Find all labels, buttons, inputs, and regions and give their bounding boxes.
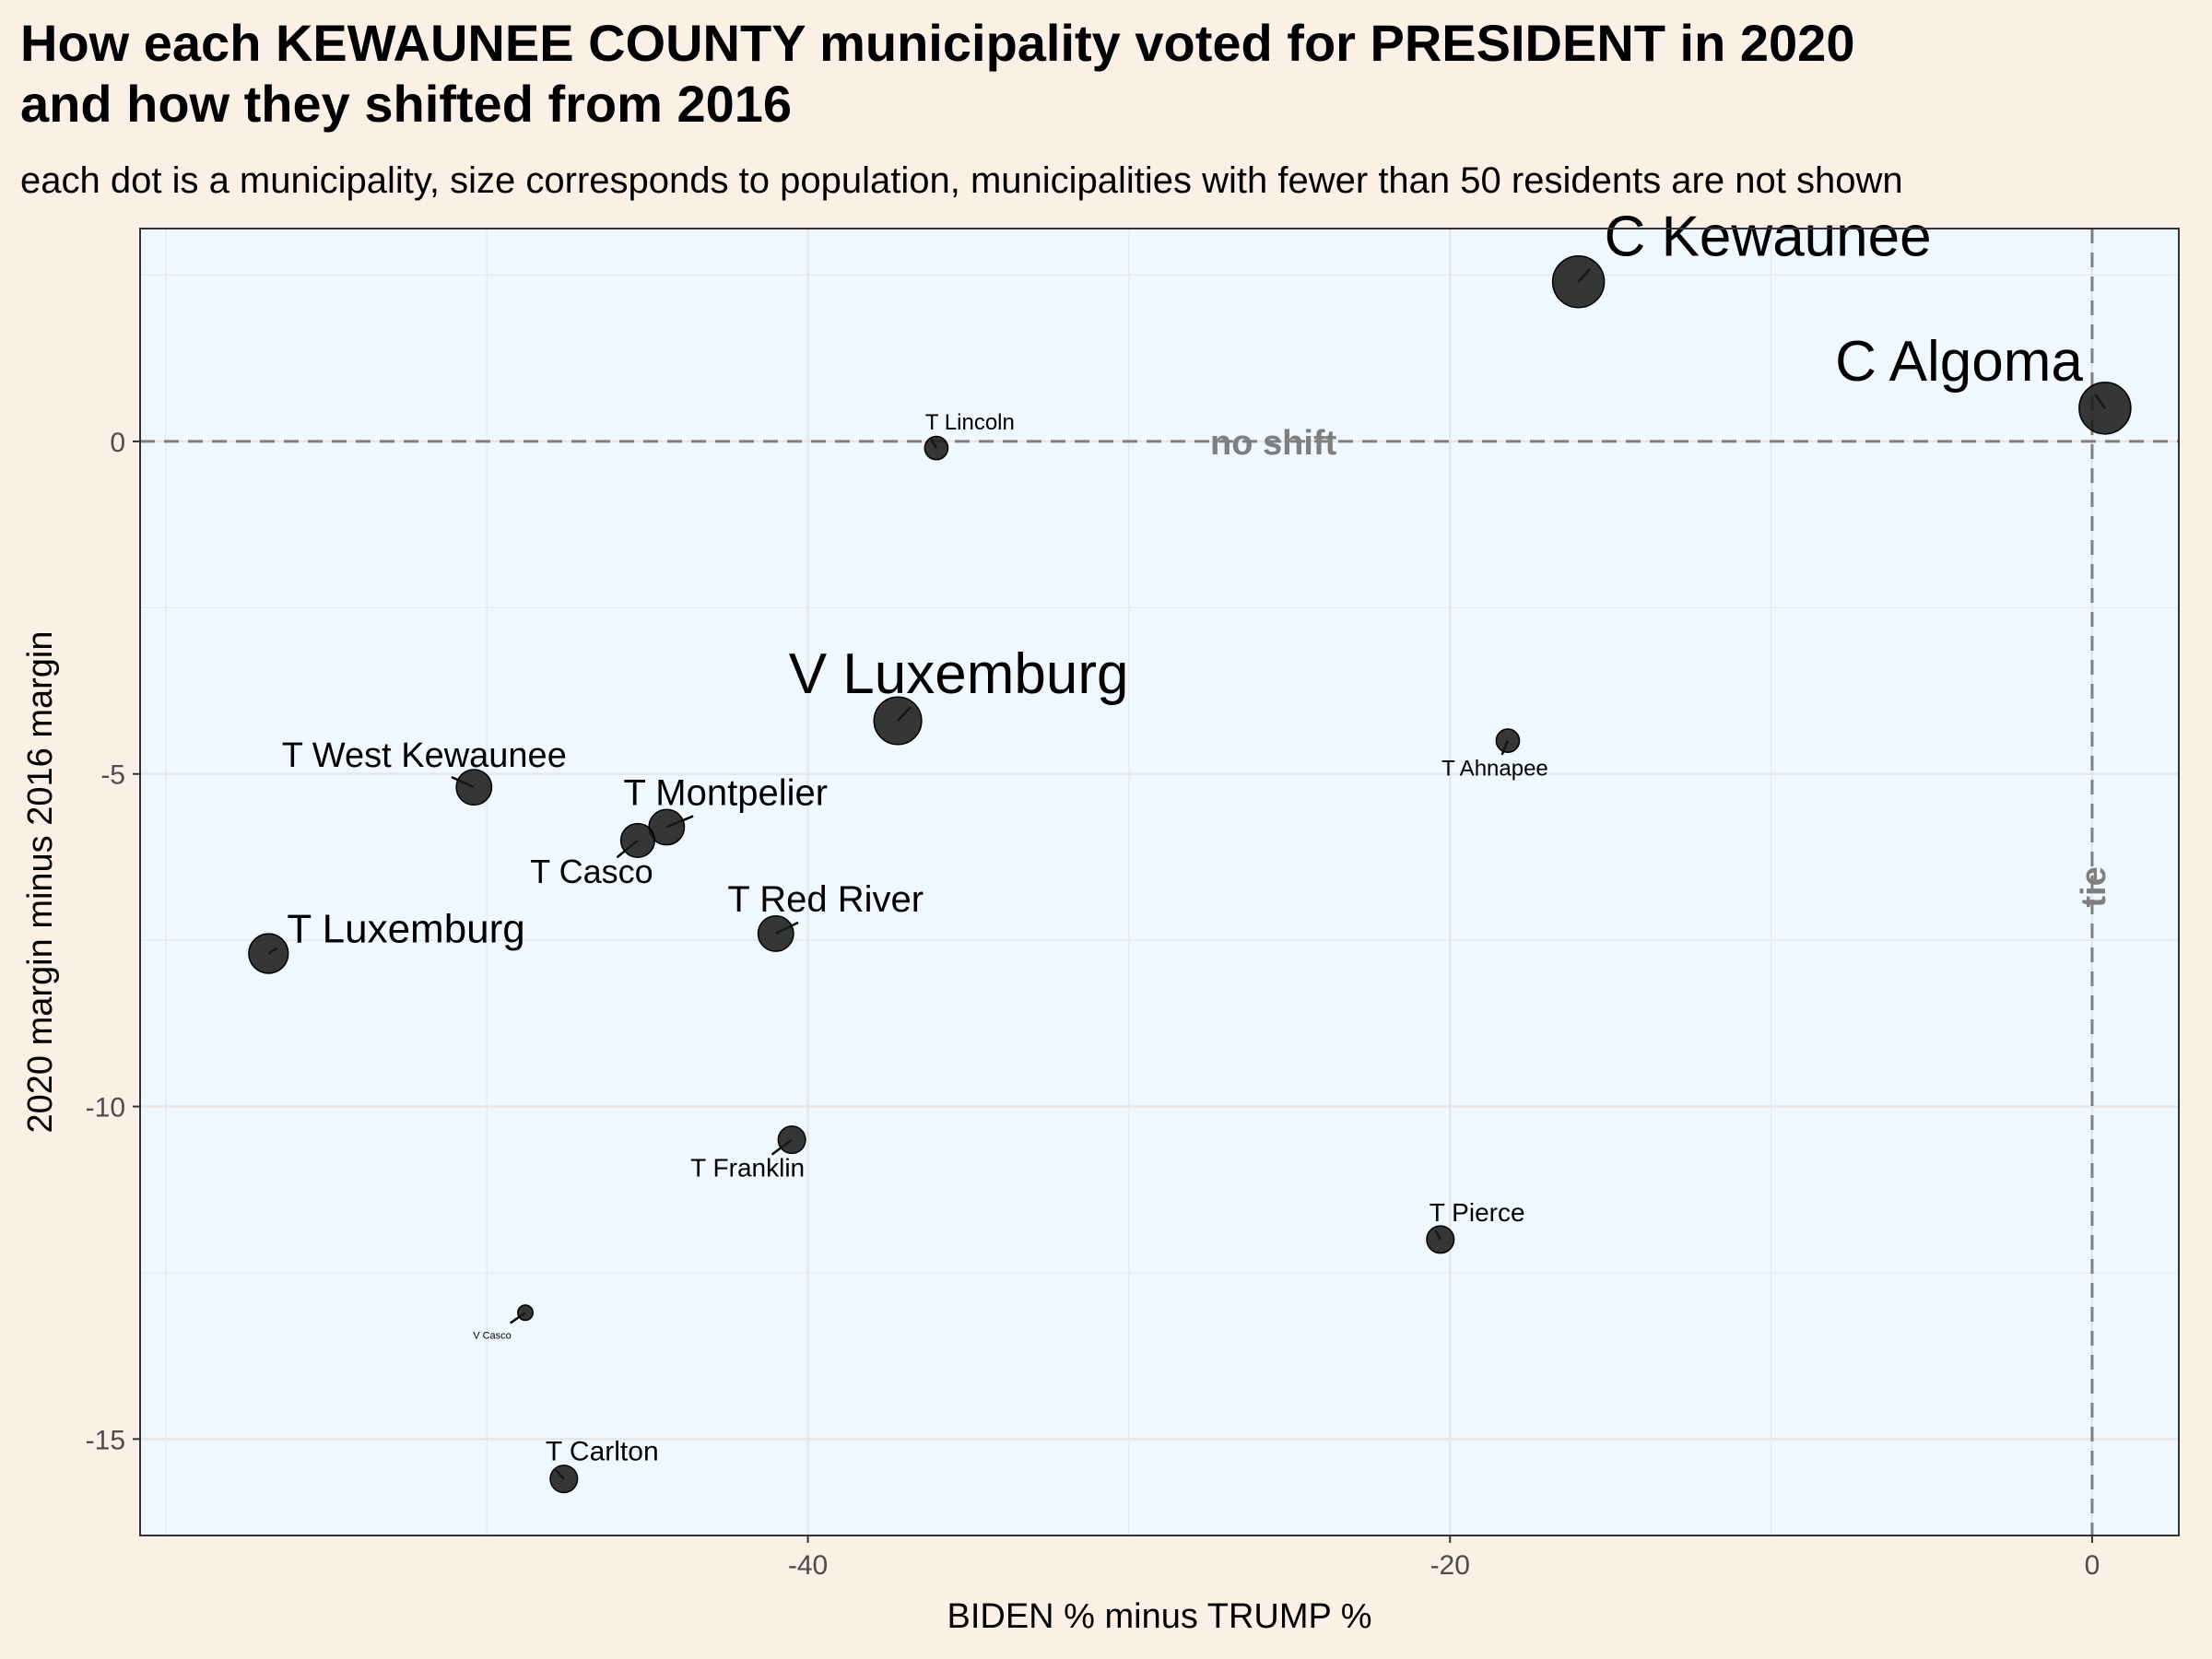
y-axis-title: 2020 margin minus 2016 margin bbox=[21, 631, 60, 1134]
point-t-carlton bbox=[549, 1465, 579, 1494]
point-v-casco bbox=[517, 1304, 534, 1322]
point-label-t-west-kewaunee: T West Kewaunee bbox=[282, 736, 567, 775]
no-shift-label: no shift bbox=[1210, 424, 1337, 463]
tie-label: tie bbox=[2075, 866, 2113, 907]
point-t-luxemburg bbox=[248, 933, 289, 974]
point-label-t-franklin: T Franklin bbox=[690, 1154, 805, 1182]
y-tick-label: 0 bbox=[110, 428, 125, 458]
point-v-luxemburg bbox=[873, 696, 923, 746]
point-t-casco bbox=[619, 822, 656, 858]
chart-title-line-2: and how they shifted from 2016 bbox=[20, 75, 793, 133]
plot-panel bbox=[140, 229, 2179, 1535]
minor-gridlines bbox=[140, 229, 2179, 1535]
chart-subtitle: each dot is a municipality, size corresp… bbox=[20, 160, 1903, 201]
data-points bbox=[248, 254, 2132, 1494]
x-tick-label: 0 bbox=[2085, 1550, 2100, 1581]
x-tick-label: -40 bbox=[788, 1550, 828, 1581]
y-axis-ticks: 0 -5 -10 -15 bbox=[86, 428, 140, 1455]
point-t-lincoln bbox=[924, 435, 949, 461]
point-t-ahnapee bbox=[1495, 728, 1521, 754]
chart-title: How each KEWAUNEE COUNTY municipality vo… bbox=[20, 13, 2205, 135]
point-c-kewaunee bbox=[1551, 254, 1606, 309]
point-t-west-kewaunee bbox=[455, 769, 493, 806]
point-c-algoma bbox=[2078, 382, 2132, 435]
point-label-c-kewaunee: C Kewaunee bbox=[1605, 206, 1932, 269]
point-label-c-algoma: C Algoma bbox=[1835, 330, 2083, 394]
point-label-t-lincoln: T Lincoln bbox=[925, 410, 1015, 435]
point-label-t-luxemburg: T Luxemburg bbox=[287, 907, 524, 952]
chart-title-line-1: How each KEWAUNEE COUNTY municipality vo… bbox=[20, 14, 1855, 72]
point-labels: C Kewaunee C Algoma T Lincoln V Luxemburg T … bbox=[282, 206, 2084, 1467]
point-label-v-casco: V Casco bbox=[473, 1330, 512, 1341]
x-axis-ticks: -40 -20 0 bbox=[788, 1535, 2100, 1581]
point-label-t-ahnapee: T Ahnapee bbox=[1441, 757, 1548, 782]
y-tick-label: -10 bbox=[86, 1093, 125, 1124]
point-label-t-pierce: T Pierce bbox=[1430, 1198, 1525, 1227]
y-tick-label: -15 bbox=[86, 1425, 125, 1455]
plot-panel-border bbox=[139, 228, 2180, 1536]
point-t-pierce bbox=[1426, 1225, 1455, 1254]
point-t-franklin bbox=[777, 1125, 806, 1155]
point-label-t-montpelier: T Montpelier bbox=[623, 772, 828, 813]
x-tick-label: -20 bbox=[1430, 1550, 1470, 1581]
point-label-t-carlton: T Carlton bbox=[546, 1437, 659, 1467]
point-t-red-river bbox=[757, 914, 794, 952]
point-label-v-luxemburg: V Luxemburg bbox=[789, 642, 1129, 706]
point-label-t-casco: T Casco bbox=[530, 853, 653, 890]
point-label-t-red-river: T Red River bbox=[727, 879, 924, 920]
y-tick-label: -5 bbox=[100, 760, 125, 791]
x-axis-title: BIDEN % minus TRUMP % bbox=[947, 1597, 1371, 1636]
reference-lines: no shift tie bbox=[140, 229, 2179, 1535]
